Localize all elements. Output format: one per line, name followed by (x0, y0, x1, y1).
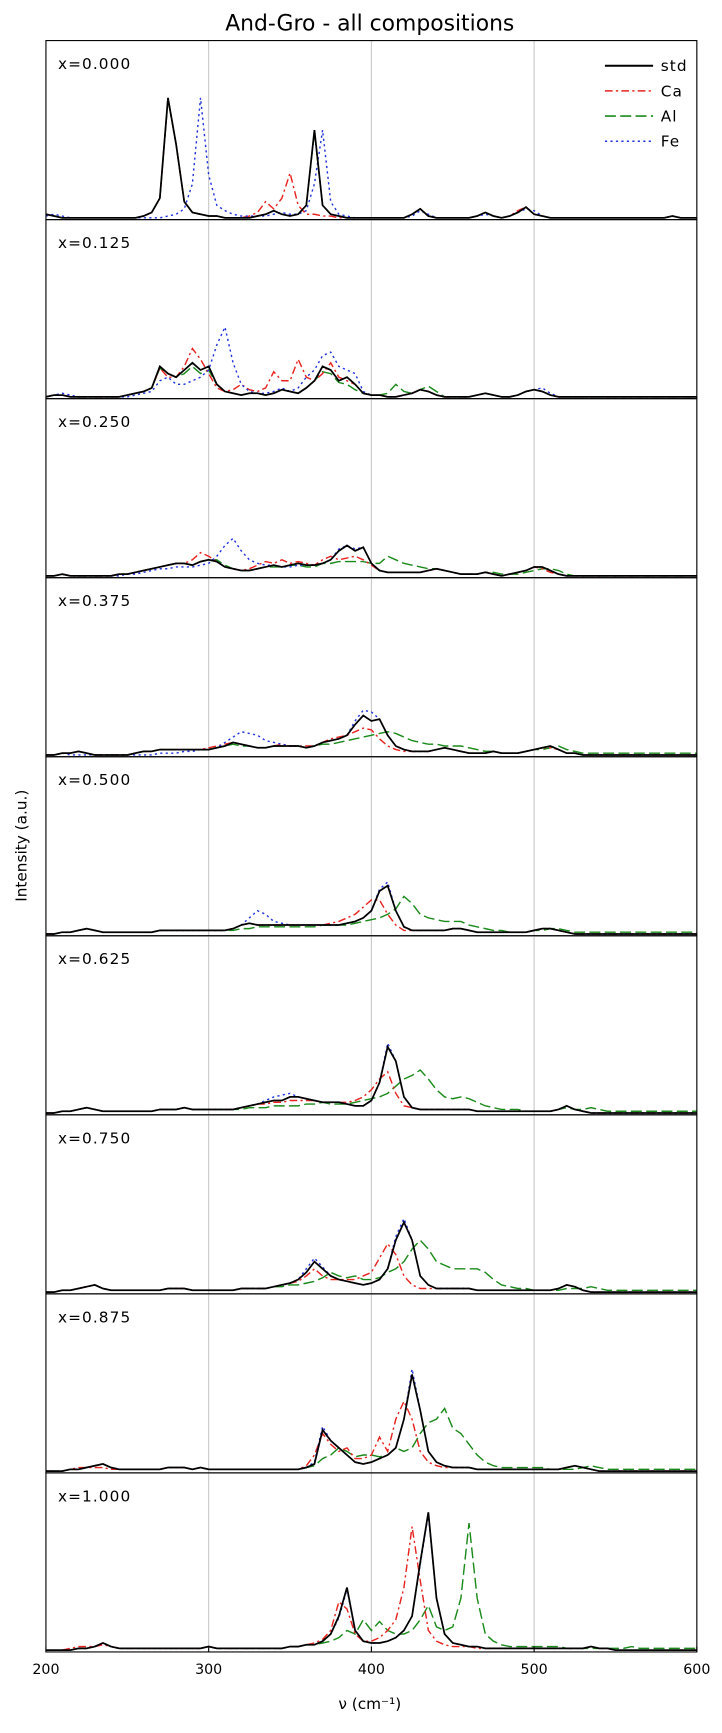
panel-label: x=0.875 (58, 1308, 131, 1326)
panel-label: x=0.500 (58, 771, 131, 789)
series-line (45, 1374, 697, 1472)
x-tick-label: 600 (683, 1662, 710, 1678)
series-line (45, 544, 697, 577)
panel-label: x=0.250 (58, 413, 131, 431)
legend-label: Ca (661, 82, 683, 100)
series-line (45, 97, 697, 219)
x-tick-label: 300 (195, 1662, 222, 1678)
series-line (45, 714, 697, 756)
panel-label: x=0.125 (58, 234, 131, 252)
series-line (45, 361, 697, 398)
x-tick-label: 500 (521, 1662, 548, 1678)
panel-label: x=0.750 (58, 1129, 131, 1147)
panel-label: x=0.625 (58, 950, 131, 968)
series-line (45, 1512, 697, 1652)
legend-label: Fe (661, 133, 681, 151)
legend-label: Al (661, 108, 678, 126)
series-line (45, 709, 697, 756)
panel-label: x=0.375 (58, 592, 131, 610)
panel-label: x=1.000 (58, 1487, 131, 1505)
x-tick-label: 200 (32, 1662, 59, 1678)
panel-label: x=0.000 (58, 55, 131, 73)
x-axis-label: ν (cm⁻¹) (338, 1695, 401, 1713)
series-line (45, 1220, 697, 1293)
series-line (45, 1044, 697, 1114)
series-line (45, 884, 697, 935)
chart-title: And-Gro - all compositions (225, 12, 514, 37)
x-tick-label: 400 (358, 1662, 385, 1678)
legend-label: std (661, 57, 688, 75)
y-axis-label: Intensity (a.u.) (12, 790, 30, 902)
